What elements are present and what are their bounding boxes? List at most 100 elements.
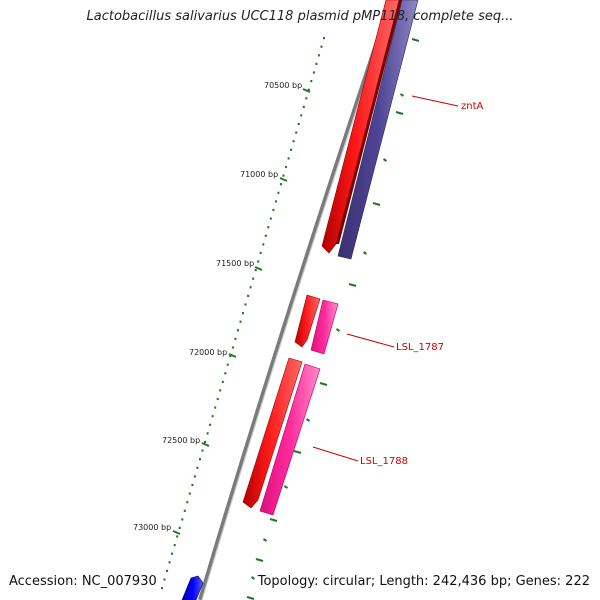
minor-tick [307,88,310,91]
minor-tick [193,475,196,478]
minor-tick [171,552,174,555]
cds-arrow-zntA[interactable] [321,0,400,254]
minor-tick [247,294,250,297]
minor-tick [302,105,305,108]
gene-bar-LSL-1788[interactable] [259,363,321,516]
minor-tick [224,372,227,375]
tick-label: 71000 bp [240,170,278,179]
minor-tick [264,234,267,237]
minor-tick [292,140,295,143]
major-tick [302,88,311,93]
inner-tick [250,576,256,580]
minor-tick [280,183,282,186]
inner-tick [262,538,268,542]
minor-tick [254,269,257,272]
major-tick [201,442,210,447]
minor-tick [312,71,315,74]
inner-tick [362,251,368,255]
map-title: Lactobacillus salivarius UCC118 plasmid … [86,9,514,24]
minor-tick [305,97,308,100]
cds-arrow-zntA-side [336,0,402,244]
minor-tick [173,544,176,547]
minor-tick [209,423,212,426]
minor-tick [287,157,290,160]
minor-tick [176,535,179,538]
minor-tick [229,355,232,358]
minor-tick [178,526,181,529]
tick-label: 73000 bp [133,523,171,532]
major-tick [228,353,237,358]
minor-tick [204,440,206,444]
tick-label: 70500 bp [264,81,302,90]
minor-tick [277,191,280,194]
gene-label-zntA[interactable]: zntA [461,101,484,112]
minor-tick [290,148,293,151]
gene-label-leaders [312,95,459,462]
minor-tick-marks [161,37,325,590]
minor-tick [234,337,237,340]
minor-tick [211,415,214,418]
major-tick [172,530,181,535]
inner-tick [411,38,420,42]
minor-tick [317,54,320,57]
minor-tick [310,80,313,83]
minor-tick [285,165,287,169]
minor-tick [188,492,191,495]
topology-summary: Topology: circular; Length: 242,436 bp; … [257,574,590,589]
inner-tick [372,202,381,206]
minor-tick [249,286,252,289]
tick-label: 71500 bp [216,259,254,268]
minor-tick [315,62,318,65]
gene-bar-blue[interactable] [181,575,204,600]
tick-label: 72500 bp [162,436,200,445]
minor-tick [295,131,298,134]
minor-tick [183,509,186,512]
accession-text: Accession: NC_007930 [9,574,157,589]
minor-tick [272,208,275,212]
minor-tick [226,363,229,366]
minor-tick [267,226,270,229]
major-tick-marks: 70500 bp 71000 bp 71500 bp 72000 bp 72500 bp… [133,81,311,535]
minor-tick [221,380,224,383]
inner-tick [395,111,404,115]
minor-tick [282,174,285,177]
minor-tick [231,346,234,349]
minor-tick [196,466,199,469]
minor-tick [259,251,262,254]
minor-tick [206,432,209,435]
minor-tick [236,329,239,332]
gene-bar-LSL-1787[interactable] [310,299,339,355]
minor-tick [219,389,222,392]
minor-tick [257,260,260,263]
major-tick [254,266,263,271]
minor-tick [274,200,277,203]
cds-arrow-LSL-1787[interactable] [294,294,321,348]
inner-tick [319,382,328,386]
minor-tick [262,243,265,246]
minor-tick [186,501,189,504]
inner-tick [382,158,388,162]
minor-tick [320,45,323,48]
minor-tick [201,449,204,452]
inner-tick [399,93,405,97]
minor-tick [191,483,194,487]
minor-tick [323,37,325,40]
minor-tick [244,303,247,306]
inner-tick [305,418,311,422]
inner-tick [293,450,302,454]
tick-label: 72000 bp [189,348,227,357]
inner-tick [246,596,255,600]
minor-tick [242,312,244,315]
gene-bar-zntA[interactable] [337,0,419,260]
minor-tick [297,122,300,126]
inner-tick [283,485,289,489]
minor-tick [252,277,255,280]
gene-label-LSL-1788[interactable]: LSL_1788 [360,456,408,467]
gene-label-LSL-1787[interactable]: LSL_1787 [396,342,444,353]
minor-tick [168,561,171,564]
gene-features [181,0,419,600]
minor-tick [166,569,169,572]
cds-arrow-LSL-1788[interactable] [242,357,303,509]
minor-tick [300,114,303,117]
